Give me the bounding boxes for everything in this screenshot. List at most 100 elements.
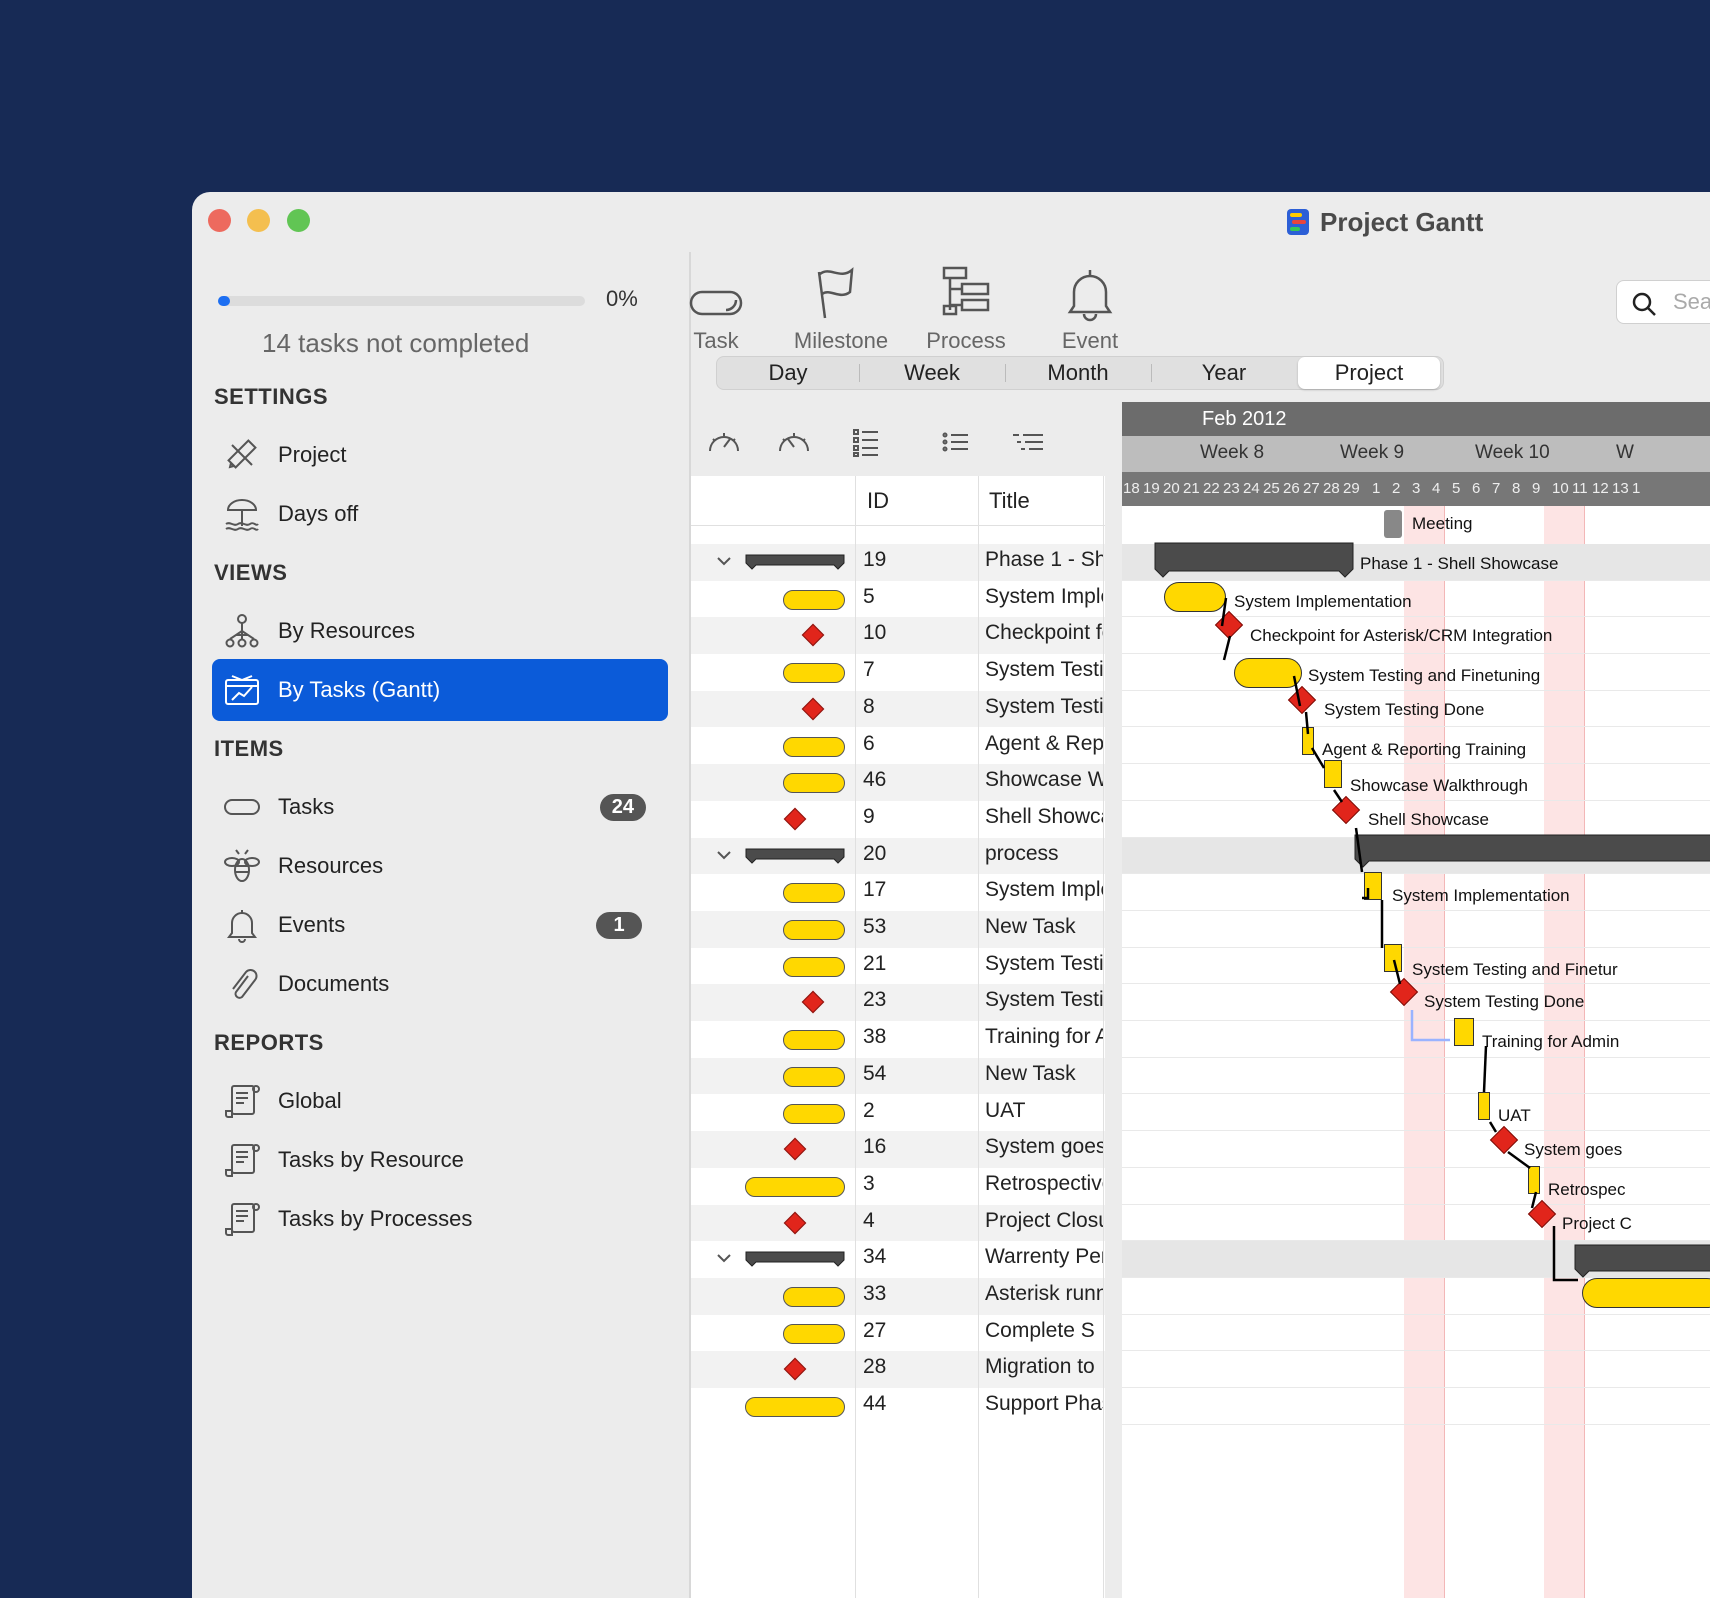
process-summary-bar[interactable] bbox=[1354, 834, 1710, 874]
table-row[interactable]: 21 System Testing and Finetuning bbox=[691, 948, 1105, 985]
row-id: 20 bbox=[863, 841, 887, 865]
table-row[interactable]: 4 Project Closure bbox=[691, 1204, 1105, 1242]
gantt-label: Training for Admin bbox=[1482, 1032, 1620, 1051]
gantt-chart-icon bbox=[220, 668, 264, 712]
scale-project[interactable]: Project bbox=[1298, 357, 1440, 389]
table-row[interactable]: 38 Training for Admin bbox=[691, 1021, 1105, 1058]
day-label: 6 bbox=[1472, 480, 1481, 497]
hierarchy-icon bbox=[942, 266, 990, 316]
chevron-down-icon[interactable] bbox=[715, 1249, 733, 1267]
table-row[interactable]: 3 Retrospective bbox=[691, 1168, 1105, 1205]
sidebar-item-report-tasks-by-resource[interactable]: Tasks by Resource bbox=[212, 1129, 668, 1191]
sidebar-item-by-resources[interactable]: By Resources bbox=[212, 600, 668, 662]
task-bar[interactable] bbox=[1234, 658, 1302, 688]
column-header-id[interactable]: ID bbox=[867, 488, 889, 513]
sidebar-item-documents[interactable]: Documents bbox=[212, 953, 668, 1015]
task-bar[interactable] bbox=[1164, 582, 1226, 612]
table-row[interactable]: 19 Phase 1 - Shell Showcase bbox=[691, 544, 1105, 581]
table-row[interactable]: 20 process bbox=[691, 837, 1105, 875]
table-row[interactable]: 7 System Testing and Finetuning bbox=[691, 654, 1105, 691]
org-chart-icon bbox=[220, 609, 264, 653]
gantt-row bbox=[1122, 581, 1710, 618]
sidebar-item-label: Project bbox=[278, 442, 347, 467]
table-row[interactable]: 10 Checkpoint for Asterisk/CRM Integratio… bbox=[691, 617, 1105, 655]
sidebar-item-project[interactable]: Project bbox=[212, 424, 668, 486]
gantt-week-header: Week 8 Week 9 Week 10 W bbox=[1122, 436, 1710, 472]
scale-year[interactable]: Year bbox=[1201, 360, 1247, 385]
table-row[interactable]: 28 Migration to bbox=[691, 1351, 1105, 1389]
gantt-label: Showcase Walkthrough bbox=[1350, 776, 1528, 795]
row-title: System Testing Done bbox=[985, 988, 1103, 1012]
gauge-back-icon[interactable] bbox=[772, 424, 816, 460]
bullet-list-icon[interactable] bbox=[934, 424, 978, 460]
task-bar[interactable] bbox=[1454, 1018, 1474, 1046]
gantt-row bbox=[1122, 1021, 1710, 1058]
table-row[interactable]: 33 Asterisk running bbox=[691, 1278, 1105, 1315]
sidebar-item-by-tasks-gantt[interactable]: By Tasks (Gantt) bbox=[212, 659, 668, 721]
indent-list-icon[interactable] bbox=[1006, 424, 1050, 460]
scale-day[interactable]: Day bbox=[768, 360, 808, 385]
sidebar-item-days-off[interactable]: Days off bbox=[212, 483, 668, 545]
row-id: 16 bbox=[863, 1135, 887, 1159]
day-label: 21 bbox=[1183, 480, 1200, 497]
table-row[interactable]: 6 Agent & Reporting Training bbox=[691, 728, 1105, 765]
task-bar[interactable] bbox=[1478, 1092, 1490, 1120]
gauge-forward-icon[interactable] bbox=[702, 424, 746, 460]
row-id: 8 bbox=[863, 694, 875, 718]
table-row[interactable]: 34 Warrenty Period bbox=[691, 1241, 1105, 1278]
sidebar-item-resources[interactable]: Resources bbox=[212, 835, 668, 897]
sidebar-item-events[interactable]: Events 1 bbox=[212, 894, 668, 956]
table-row[interactable]: 53 New Task bbox=[691, 911, 1105, 948]
days-off-band bbox=[1404, 506, 1444, 1598]
table-row[interactable]: 44 Support Phase bbox=[691, 1388, 1105, 1425]
table-row[interactable]: 9 Shell Showcase bbox=[691, 801, 1105, 838]
sidebar-item-report-global[interactable]: Global bbox=[212, 1070, 668, 1132]
table-row[interactable]: 2 UAT bbox=[691, 1095, 1105, 1132]
row-id: 7 bbox=[863, 658, 875, 682]
paperclip-icon bbox=[220, 962, 264, 1006]
table-row[interactable]: 54 New Task bbox=[691, 1057, 1105, 1095]
search-field[interactable]: Search bbox=[1616, 280, 1710, 324]
row-title: Checkpoint for Asterisk/CRM Integration bbox=[985, 621, 1103, 645]
sidebar-item-tasks[interactable]: Tasks 24 bbox=[212, 776, 668, 838]
close-button[interactable] bbox=[208, 209, 231, 232]
add-milestone-button[interactable]: Milestone bbox=[781, 252, 901, 354]
report-icon bbox=[220, 1197, 264, 1241]
add-process-button[interactable]: Process bbox=[906, 252, 1026, 354]
task-bar[interactable] bbox=[1582, 1278, 1710, 1308]
add-event-button[interactable]: Event bbox=[1030, 252, 1150, 354]
table-row[interactable]: 17 System Implementation bbox=[691, 874, 1105, 911]
scale-month[interactable]: Month bbox=[1047, 360, 1109, 385]
sidebar-item-report-tasks-by-processes[interactable]: Tasks by Processes bbox=[212, 1188, 668, 1250]
events-count-badge: 1 bbox=[596, 912, 642, 939]
day-label: 23 bbox=[1223, 480, 1240, 497]
add-task-button[interactable]: Task bbox=[656, 252, 776, 354]
gantt-row bbox=[1122, 1388, 1710, 1425]
numbered-list-icon[interactable] bbox=[844, 424, 888, 460]
table-row[interactable]: 5 System Implementation bbox=[691, 581, 1105, 618]
minimize-button[interactable] bbox=[247, 209, 270, 232]
chevron-down-icon[interactable] bbox=[715, 552, 733, 570]
task-bar[interactable] bbox=[1528, 1166, 1540, 1194]
column-header-title[interactable]: Title bbox=[989, 488, 1030, 513]
task-list-header: ID Title bbox=[691, 476, 1105, 526]
table-row[interactable]: 23 System Testing Done bbox=[691, 984, 1105, 1022]
table-row[interactable]: 46 Showcase Walkthrough bbox=[691, 764, 1105, 801]
warranty-summary-bar[interactable] bbox=[1574, 1244, 1710, 1284]
table-row[interactable]: 16 System goes bbox=[691, 1131, 1105, 1168]
reports-heading: REPORTS bbox=[214, 1030, 324, 1055]
toolbar-label: Milestone bbox=[793, 328, 889, 353]
task-pill-icon bbox=[783, 956, 845, 977]
table-row[interactable]: 8 System Testing Done bbox=[691, 690, 1105, 728]
chevron-down-icon[interactable] bbox=[715, 846, 733, 864]
task-bar[interactable] bbox=[1324, 760, 1342, 788]
task-bar[interactable] bbox=[1384, 944, 1402, 972]
meeting-event-bar[interactable] bbox=[1384, 510, 1402, 538]
phase1-summary-bar[interactable] bbox=[1154, 542, 1354, 582]
task-pill-icon bbox=[783, 773, 845, 794]
day-label: 2 bbox=[1392, 480, 1401, 497]
table-row[interactable]: 27 Complete S bbox=[691, 1315, 1105, 1352]
zoom-button[interactable] bbox=[287, 209, 310, 232]
scale-week[interactable]: Week bbox=[904, 360, 960, 385]
row-id: 28 bbox=[863, 1355, 887, 1379]
